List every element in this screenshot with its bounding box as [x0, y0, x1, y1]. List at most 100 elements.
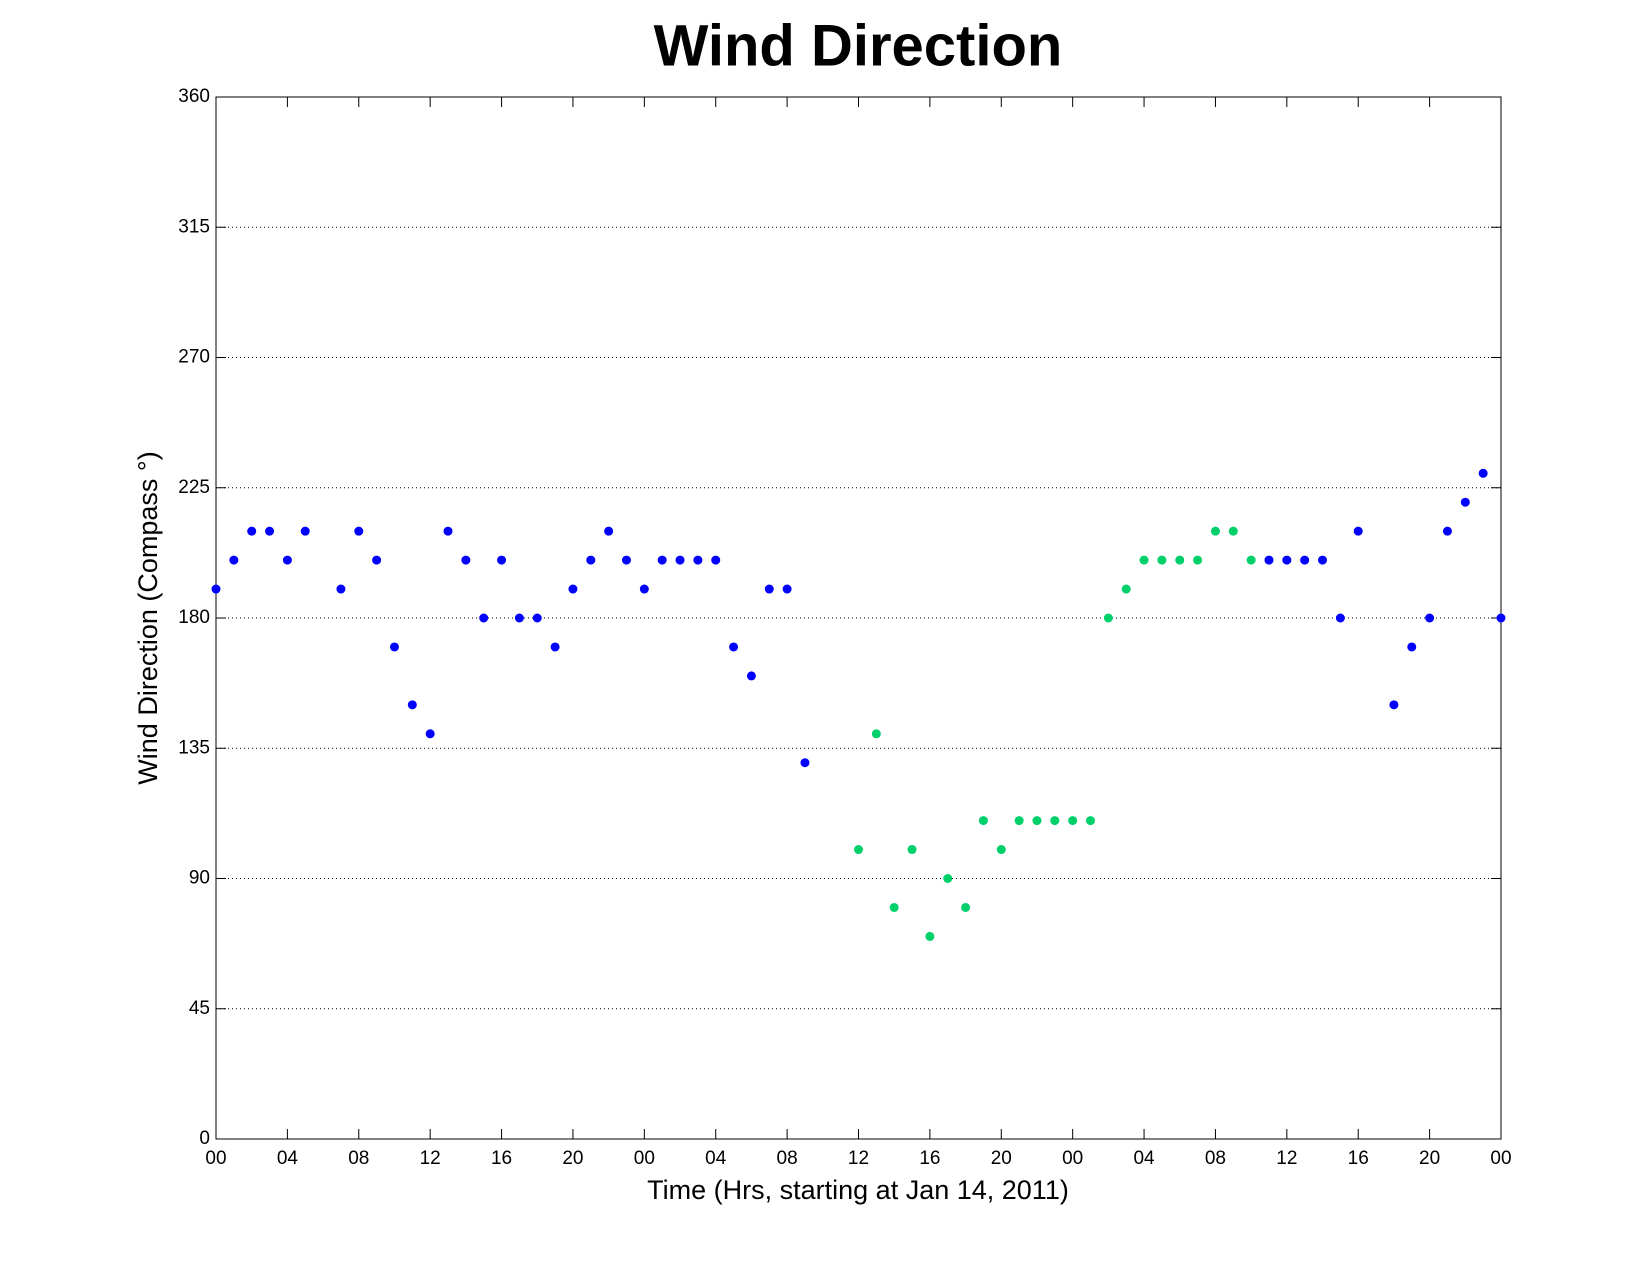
- point: [1103, 613, 1113, 623]
- point: [497, 555, 507, 565]
- point: [978, 816, 988, 826]
- point: [1086, 816, 1096, 826]
- x-tick-label: 16: [919, 1148, 940, 1169]
- point: [1442, 526, 1452, 536]
- point: [354, 526, 364, 536]
- point: [1282, 555, 1292, 565]
- point: [1300, 555, 1310, 565]
- point: [1068, 816, 1078, 826]
- point: [1210, 526, 1220, 536]
- point: [1139, 555, 1149, 565]
- point: [854, 845, 863, 855]
- point: [1157, 555, 1167, 565]
- x-tick-label: 12: [1276, 1148, 1297, 1169]
- point: [425, 729, 435, 739]
- y-tick-label: 90: [189, 868, 210, 889]
- point: [1175, 555, 1185, 565]
- y-tick-label: 270: [178, 347, 210, 368]
- point: [443, 526, 453, 536]
- x-tick-label: 08: [348, 1148, 369, 1169]
- point: [1050, 816, 1060, 826]
- x-tick-label: 12: [420, 1148, 441, 1169]
- point: [604, 526, 614, 536]
- point: [943, 874, 953, 883]
- point: [729, 642, 739, 652]
- point: [639, 584, 649, 594]
- point: [211, 584, 221, 594]
- point: [586, 555, 596, 565]
- x-tick-label: 20: [1419, 1148, 1440, 1169]
- y-tick-label: 135: [178, 737, 210, 758]
- point: [1496, 613, 1506, 623]
- point: [907, 845, 917, 855]
- point: [800, 758, 810, 768]
- x-tick-label: 04: [277, 1148, 299, 1169]
- point: [247, 526, 257, 536]
- point: [1335, 613, 1345, 623]
- point: [621, 555, 631, 565]
- x-axis-label: Time (Hrs, starting at Jan 14, 2011): [647, 1175, 1069, 1205]
- point: [568, 584, 578, 594]
- point: [550, 642, 560, 652]
- x-tick-label: 00: [1062, 1148, 1083, 1169]
- point: [675, 555, 685, 565]
- point: [693, 555, 703, 565]
- point: [479, 613, 489, 623]
- point: [282, 555, 292, 565]
- point: [657, 555, 667, 565]
- x-tick-label: 00: [634, 1148, 655, 1169]
- point: [1228, 526, 1238, 536]
- point: [1407, 642, 1417, 652]
- x-tick-label: 12: [848, 1148, 869, 1169]
- y-tick-label: 45: [189, 998, 210, 1019]
- chart-title: Wind Direction: [654, 13, 1063, 78]
- point: [1478, 468, 1488, 478]
- x-tick-label: 00: [205, 1148, 226, 1169]
- y-axis-label: Wind Direction (Compass °): [133, 451, 163, 784]
- point: [764, 584, 774, 594]
- point: [1246, 555, 1256, 565]
- y-tick-label: 225: [178, 477, 210, 498]
- point: [336, 584, 346, 594]
- x-tick-label: 16: [491, 1148, 512, 1169]
- x-tick-label: 08: [777, 1148, 798, 1169]
- point: [1032, 816, 1042, 826]
- x-tick-label: 08: [1205, 1148, 1226, 1169]
- point: [1425, 613, 1435, 623]
- point: [265, 526, 275, 536]
- x-tick-label: 16: [1348, 1148, 1369, 1169]
- point: [514, 613, 524, 623]
- point: [1353, 526, 1363, 536]
- point: [461, 555, 471, 565]
- point: [229, 555, 239, 565]
- point: [389, 642, 399, 652]
- x-tick-label: 00: [1490, 1148, 1511, 1169]
- y-tick-label: 180: [178, 607, 210, 628]
- point: [1318, 555, 1328, 565]
- point: [889, 902, 899, 912]
- x-tick-label: 20: [991, 1148, 1012, 1169]
- point: [1264, 555, 1274, 565]
- point: [996, 845, 1006, 855]
- point: [961, 902, 971, 912]
- point: [1460, 497, 1470, 507]
- point: [782, 584, 792, 594]
- y-tick-label: 360: [178, 86, 210, 107]
- x-tick-label: 04: [705, 1148, 727, 1169]
- x-tick-label: 04: [1133, 1148, 1155, 1169]
- x-tick-label: 20: [562, 1148, 583, 1169]
- point: [1193, 555, 1203, 565]
- y-tick-label: 0: [199, 1128, 210, 1149]
- point: [300, 526, 310, 536]
- point: [1014, 816, 1024, 826]
- point: [711, 555, 721, 565]
- point: [372, 555, 382, 565]
- point: [407, 700, 417, 710]
- point: [925, 931, 935, 941]
- point: [1389, 700, 1399, 710]
- point: [871, 729, 881, 739]
- y-tick-label: 315: [178, 216, 210, 237]
- point: [532, 613, 542, 623]
